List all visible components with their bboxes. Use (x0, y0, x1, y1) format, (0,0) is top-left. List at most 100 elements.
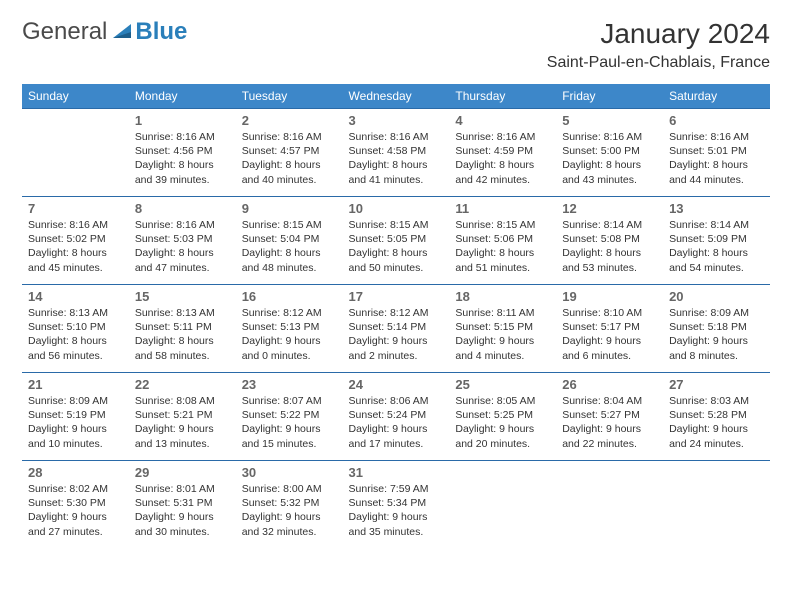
info-line: Daylight: 9 hours (349, 422, 444, 436)
day-number: 5 (562, 113, 657, 128)
info-line: Sunrise: 8:15 AM (455, 218, 550, 232)
info-line: and 2 minutes. (349, 349, 444, 363)
info-line: Sunset: 5:13 PM (242, 320, 337, 334)
logo-text-blue: Blue (135, 18, 187, 46)
info-line: Daylight: 9 hours (669, 334, 764, 348)
info-line: Daylight: 9 hours (28, 422, 123, 436)
day-number: 29 (135, 465, 230, 480)
info-line: Sunrise: 8:16 AM (455, 130, 550, 144)
info-line: Sunset: 4:58 PM (349, 144, 444, 158)
info-line: Sunrise: 8:09 AM (28, 394, 123, 408)
day-cell: 1 Sunrise: 8:16 AMSunset: 4:56 PMDaylight… (129, 109, 236, 197)
day-info: Sunrise: 8:08 AMSunset: 5:21 PMDaylight:… (135, 394, 230, 451)
info-line: Sunrise: 8:15 AM (242, 218, 337, 232)
day-cell: 11Sunrise: 8:15 AMSunset: 5:06 PMDayligh… (449, 197, 556, 285)
day-number: 17 (349, 289, 444, 304)
info-line: and 50 minutes. (349, 261, 444, 275)
day-number: 19 (562, 289, 657, 304)
day-cell: 8 Sunrise: 8:16 AMSunset: 5:03 PMDaylight… (129, 197, 236, 285)
info-line: Daylight: 9 hours (562, 334, 657, 348)
info-line: Sunrise: 8:16 AM (669, 130, 764, 144)
info-line: Sunrise: 8:12 AM (349, 306, 444, 320)
info-line: Daylight: 8 hours (135, 246, 230, 260)
day-info: Sunrise: 8:10 AMSunset: 5:17 PMDaylight:… (562, 306, 657, 363)
day-info: Sunrise: 8:06 AMSunset: 5:24 PMDaylight:… (349, 394, 444, 451)
day-cell: 26Sunrise: 8:04 AMSunset: 5:27 PMDayligh… (556, 373, 663, 461)
info-line: Sunset: 5:09 PM (669, 232, 764, 246)
info-line: Sunset: 5:18 PM (669, 320, 764, 334)
day-info: Sunrise: 8:09 AMSunset: 5:19 PMDaylight:… (28, 394, 123, 451)
day-info: Sunrise: 8:11 AMSunset: 5:15 PMDaylight:… (455, 306, 550, 363)
day-number: 20 (669, 289, 764, 304)
day-info: Sunrise: 8:16 AMSunset: 4:57 PMDaylight:… (242, 130, 337, 187)
day-header: Thursday (449, 84, 556, 109)
info-line: Sunset: 5:14 PM (349, 320, 444, 334)
info-line: Daylight: 8 hours (135, 334, 230, 348)
day-number: 21 (28, 377, 123, 392)
header: General Blue January 2024 Saint-Paul-en-… (22, 18, 770, 72)
day-cell: 17Sunrise: 8:12 AMSunset: 5:14 PMDayligh… (343, 285, 450, 373)
info-line: and 43 minutes. (562, 173, 657, 187)
day-info: Sunrise: 8:16 AMSunset: 5:03 PMDaylight:… (135, 218, 230, 275)
info-line: Sunrise: 8:09 AM (669, 306, 764, 320)
week-row: 28Sunrise: 8:02 AMSunset: 5:30 PMDayligh… (22, 461, 770, 549)
info-line: and 0 minutes. (242, 349, 337, 363)
info-line: and 54 minutes. (669, 261, 764, 275)
day-number: 6 (669, 113, 764, 128)
day-cell: 29 Sunrise: 8:01 AMSunset: 5:31 PMDayligh… (129, 461, 236, 549)
day-number: 12 (562, 201, 657, 216)
info-line: Sunset: 5:19 PM (28, 408, 123, 422)
info-line: and 56 minutes. (28, 349, 123, 363)
info-line: Daylight: 9 hours (242, 422, 337, 436)
day-info: Sunrise: 8:16 AMSunset: 4:56 PMDaylight:… (135, 130, 230, 187)
day-header: Saturday (663, 84, 770, 109)
info-line: Sunrise: 8:07 AM (242, 394, 337, 408)
info-line: and 44 minutes. (669, 173, 764, 187)
day-number: 24 (349, 377, 444, 392)
info-line: and 15 minutes. (242, 437, 337, 451)
info-line: Sunset: 5:32 PM (242, 496, 337, 510)
info-line: Daylight: 8 hours (349, 158, 444, 172)
info-line: Sunset: 5:06 PM (455, 232, 550, 246)
info-line: Daylight: 9 hours (455, 334, 550, 348)
day-info: Sunrise: 8:16 AMSunset: 5:01 PMDaylight:… (669, 130, 764, 187)
info-line: Sunset: 5:21 PM (135, 408, 230, 422)
day-number: 31 (349, 465, 444, 480)
info-line: Sunset: 5:01 PM (669, 144, 764, 158)
info-line: and 6 minutes. (562, 349, 657, 363)
day-info: Sunrise: 8:01 AMSunset: 5:31 PMDaylight:… (135, 482, 230, 539)
day-info: Sunrise: 8:15 AMSunset: 5:05 PMDaylight:… (349, 218, 444, 275)
info-line: Daylight: 9 hours (135, 422, 230, 436)
info-line: Sunset: 5:24 PM (349, 408, 444, 422)
info-line: Daylight: 9 hours (242, 334, 337, 348)
info-line: and 30 minutes. (135, 525, 230, 539)
info-line: and 4 minutes. (455, 349, 550, 363)
day-cell: 6 Sunrise: 8:16 AMSunset: 5:01 PMDaylight… (663, 109, 770, 197)
day-number: 28 (28, 465, 123, 480)
day-info: Sunrise: 8:09 AMSunset: 5:18 PMDaylight:… (669, 306, 764, 363)
day-number: 1 (135, 113, 230, 128)
day-cell: 28Sunrise: 8:02 AMSunset: 5:30 PMDayligh… (22, 461, 129, 549)
info-line: Sunrise: 8:14 AM (669, 218, 764, 232)
info-line: and 35 minutes. (349, 525, 444, 539)
day-info: Sunrise: 8:16 AMSunset: 4:58 PMDaylight:… (349, 130, 444, 187)
day-number: 8 (135, 201, 230, 216)
day-info: Sunrise: 8:14 AMSunset: 5:09 PMDaylight:… (669, 218, 764, 275)
info-line: Sunset: 5:00 PM (562, 144, 657, 158)
info-line: Sunrise: 8:15 AM (349, 218, 444, 232)
day-number: 7 (28, 201, 123, 216)
day-header-row: Sunday Monday Tuesday Wednesday Thursday… (22, 84, 770, 109)
info-line: Daylight: 9 hours (135, 510, 230, 524)
location-text: Saint-Paul-en-Chablais, France (547, 54, 770, 72)
info-line: Sunset: 5:28 PM (669, 408, 764, 422)
info-line: Daylight: 9 hours (562, 422, 657, 436)
day-number: 18 (455, 289, 550, 304)
day-number: 16 (242, 289, 337, 304)
info-line: Sunset: 5:22 PM (242, 408, 337, 422)
info-line: Sunset: 5:04 PM (242, 232, 337, 246)
day-number: 3 (349, 113, 444, 128)
info-line: Sunrise: 8:16 AM (242, 130, 337, 144)
day-cell: 20 Sunrise: 8:09 AMSunset: 5:18 PMDayligh… (663, 285, 770, 373)
info-line: and 13 minutes. (135, 437, 230, 451)
day-header: Wednesday (343, 84, 450, 109)
